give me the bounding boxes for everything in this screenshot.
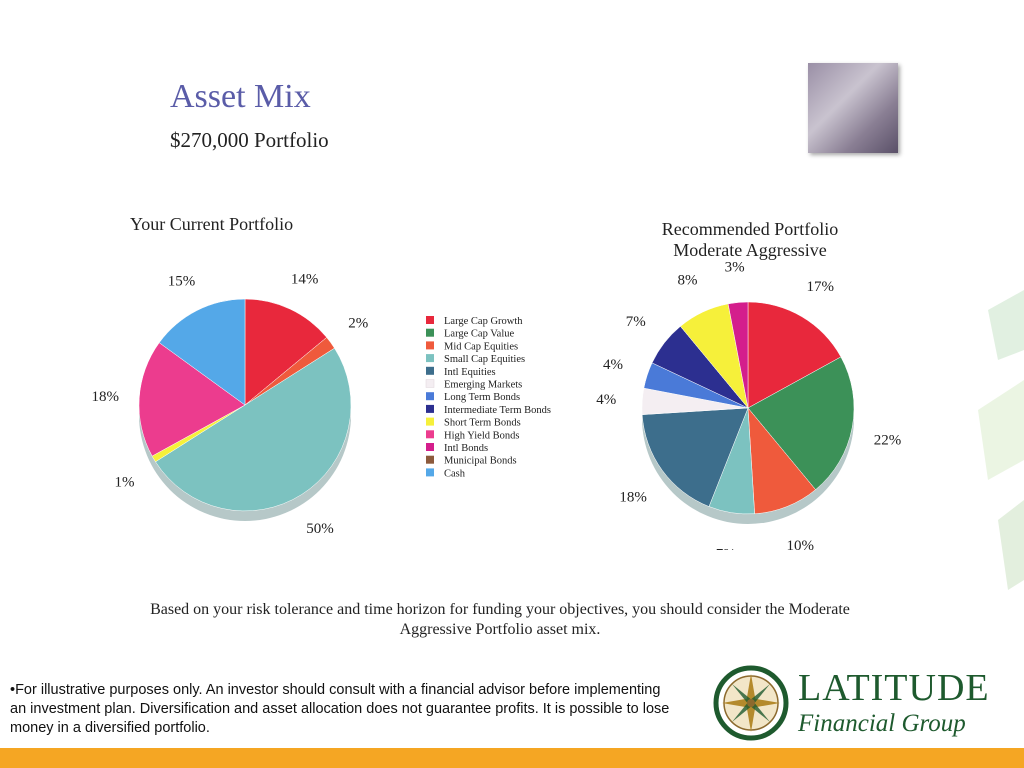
decorative-stripes <box>978 290 1024 590</box>
legend-label: Intermediate Term Bonds <box>444 405 551 416</box>
current-portfolio-title: Your Current Portfolio <box>130 214 294 234</box>
legend-swatch <box>426 328 434 337</box>
legend-label: Short Term Bonds <box>444 418 521 429</box>
slide-subtitle: $270,000 Portfolio <box>170 128 329 152</box>
legend-label: Large Cap Value <box>444 329 515 340</box>
recommended-portfolio-title: Recommended Portfolio Moderate Aggressiv… <box>620 219 880 261</box>
pie-label: 10% <box>787 538 815 550</box>
recommended-title-line2: Moderate Aggressive <box>673 240 827 260</box>
pie-slice-cash <box>158 298 246 406</box>
conclusion-text: Based on your risk tolerance and time ho… <box>150 601 850 638</box>
pie-label: 7% <box>626 314 646 330</box>
pie-slice-large-cap-growth <box>747 301 842 409</box>
legend-swatch <box>425 379 435 388</box>
pie-label: 50% <box>306 521 334 537</box>
pie-slice-intl-bonds <box>727 301 749 409</box>
bottom-bar <box>0 748 1024 768</box>
legend-label: Cash <box>444 468 466 479</box>
pie-label: 7% <box>716 546 736 550</box>
logo-name: LATITUDE <box>798 667 990 709</box>
pie-slice-large-cap-growth <box>244 298 328 406</box>
pie-slice-intl-equities <box>641 407 749 507</box>
recommended-portfolio-pie: 17% 22% 10% 7% 18% 4% 4% 7% 8% 3% <box>596 260 902 550</box>
pie-label: 4% <box>596 392 616 408</box>
portfolio-photo <box>808 63 898 153</box>
legend-swatch <box>426 366 434 375</box>
legend-label: Long Term Bonds <box>444 392 520 403</box>
legend-label: Intl Bonds <box>444 443 488 454</box>
legend-swatch <box>426 316 434 324</box>
pie-label: 2% <box>348 316 368 332</box>
legend-swatch <box>426 341 434 350</box>
pie-label: 18% <box>619 489 647 505</box>
disclaimer-text: •For illustrative purposes only. An inve… <box>10 682 670 736</box>
recommended-title-line1: Recommended Portfolio <box>661 219 839 239</box>
pie-slice-small-cap-equities <box>155 347 352 512</box>
legend-swatch <box>426 443 434 451</box>
compass-logo-icon <box>713 665 789 741</box>
pie-label: 3% <box>725 260 745 276</box>
pie-label: 1% <box>114 474 134 490</box>
pie-label: 8% <box>678 273 698 289</box>
legend-swatch <box>426 392 434 401</box>
pie-label: 4% <box>603 357 623 373</box>
pie-label: 17% <box>807 279 835 295</box>
legend-swatch <box>426 354 434 363</box>
legend-label: Mid Cap Equities <box>444 341 518 352</box>
logo-subname: Financial Group <box>798 710 966 737</box>
legend-swatch <box>426 417 434 426</box>
legend-label: Small Cap Equities <box>444 354 525 365</box>
pie-label: 18% <box>92 389 120 405</box>
legend-swatch <box>426 404 434 413</box>
legend-label: High Yield Bonds <box>444 430 519 441</box>
legend-label: Emerging Markets <box>444 380 522 391</box>
logo: LATITUDE Financial Group <box>712 664 1012 744</box>
pie-slice-high-yield-bonds <box>138 342 246 457</box>
legend-label: Large Cap Growth <box>444 316 523 327</box>
slide-title: Asset Mix <box>170 78 311 115</box>
pie-label: 15% <box>168 273 196 289</box>
pie-label: 22% <box>874 433 902 449</box>
legend-swatch <box>426 430 434 439</box>
legend-swatch <box>426 468 434 477</box>
legend-label: Intl Equities <box>444 367 496 378</box>
legend-swatch <box>426 455 434 464</box>
pie-label: 14% <box>291 271 319 287</box>
legend-label: Municipal Bonds <box>444 456 517 467</box>
pie-slice-large-cap-value <box>747 356 855 491</box>
current-portfolio-pie: 14% 2% 50% 1% 18% 15% <box>92 271 369 537</box>
